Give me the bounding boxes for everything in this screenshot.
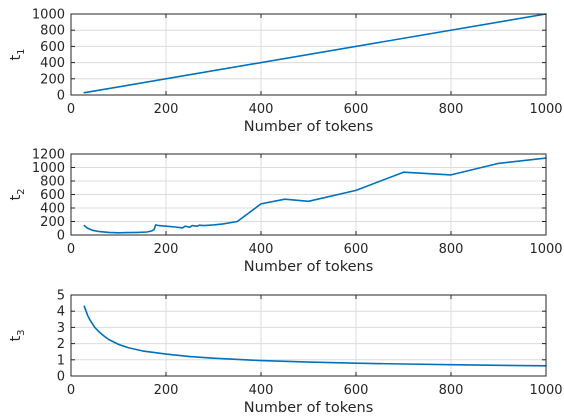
- plot-frame: [70, 294, 547, 377]
- x-tick-label: 800: [439, 102, 464, 117]
- y-tick-label: 2: [57, 337, 65, 352]
- y-tick-label: 1200: [32, 148, 65, 163]
- x-tick-label: 600: [344, 242, 369, 257]
- y-axis-label-subscript: 2: [16, 188, 27, 194]
- x-tick-label: 200: [154, 102, 179, 117]
- y-axis-label-subscript: 1: [16, 48, 27, 54]
- y-tick-label: 400: [40, 202, 65, 217]
- x-tick-label: 400: [249, 102, 274, 117]
- y-tick-label: 200: [40, 72, 65, 87]
- y-tick-label: 200: [40, 215, 65, 230]
- y-tick-label: 0: [57, 89, 65, 104]
- series-line-1: [83, 305, 547, 367]
- y-axis-label-subscript: 3: [16, 329, 27, 335]
- y-tick-label: 600: [40, 188, 65, 203]
- x-tick-label: 0: [67, 102, 75, 117]
- y-tick-label: 4: [57, 305, 65, 320]
- x-tick-label: 400: [249, 242, 274, 257]
- subplot-2: 0 200 400 600 800 1000020040060080010001200Nu…: [8, 148, 563, 276]
- y-axis-label: t2: [8, 188, 27, 200]
- x-axis-label: Number of tokens: [244, 259, 374, 275]
- plot-frame: [70, 13, 547, 96]
- y-axis-label: t3: [8, 329, 27, 341]
- x-tick-label: 1000: [529, 383, 562, 398]
- x-axis-label: Number of tokens: [244, 400, 374, 416]
- x-tick-label: 800: [439, 242, 464, 257]
- x-tick-label: 600: [344, 383, 369, 398]
- x-axis-label: Number of tokens: [244, 119, 374, 135]
- series-line-1: [83, 13, 547, 94]
- y-tick-label: 5: [57, 289, 65, 304]
- y-tick-label: 400: [40, 56, 65, 71]
- y-tick-label: 1000: [32, 161, 65, 176]
- x-tick-label: 200: [154, 242, 179, 257]
- x-tick-label: 600: [344, 102, 369, 117]
- y-tick-label: 3: [57, 321, 65, 336]
- x-tick-label: 1000: [529, 102, 562, 117]
- x-tick-label: 0: [67, 242, 75, 257]
- x-tick-label: 200: [154, 383, 179, 398]
- y-tick-label: 600: [40, 40, 65, 55]
- y-tick-label: 1000: [32, 8, 65, 23]
- x-tick-label: 800: [439, 383, 464, 398]
- y-tick-label: 800: [40, 175, 65, 190]
- x-tick-label: 0: [67, 383, 75, 398]
- y-tick-label: 0: [57, 370, 65, 385]
- y-tick-label: 0: [57, 229, 65, 244]
- y-tick-label: 800: [40, 24, 65, 39]
- y-axis-label: t1: [8, 48, 27, 60]
- x-tick-label: 1000: [529, 242, 562, 257]
- subplot-1: 0 200 400 600 800 100002004006008001000Number…: [8, 8, 563, 136]
- x-tick-label: 400: [249, 383, 274, 398]
- y-tick-label: 1: [57, 353, 65, 368]
- series-line-1: [83, 157, 547, 234]
